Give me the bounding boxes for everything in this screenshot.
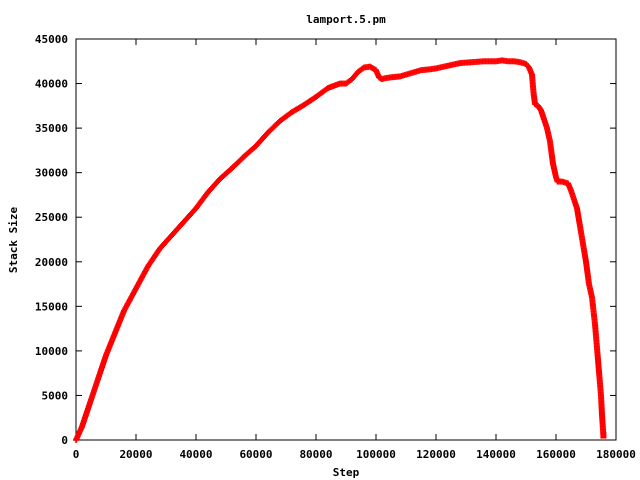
chart-title: lamport.5.pm [306, 13, 386, 26]
ticks: 0 20000 40000 60000 80000 100000 120000 140000 1… [35, 33, 636, 461]
x-tick-label: 0 [73, 448, 80, 461]
y-tick-label: 45000 [35, 33, 68, 46]
x-tick-label: 180000 [596, 448, 636, 461]
y-tick-label: 40000 [35, 78, 68, 91]
x-tick-label: 100000 [356, 448, 396, 461]
data-points [73, 57, 607, 443]
y-tick-label: 20000 [35, 256, 68, 269]
x-tick-label: 160000 [536, 448, 576, 461]
x-tick-label: 20000 [119, 448, 152, 461]
axes [75, 38, 617, 441]
y-tick-label: 35000 [35, 122, 68, 135]
y-tick-label: 15000 [35, 300, 68, 313]
y-tick-label: 5000 [42, 389, 69, 402]
data-point [600, 432, 607, 439]
y-tick-label: 0 [61, 434, 68, 447]
y-tick-label: 30000 [35, 167, 68, 180]
y-tick-label: 25000 [35, 211, 68, 224]
y-tick-label: 10000 [35, 345, 68, 358]
x-tick-label: 80000 [299, 448, 332, 461]
x-axis-label: Step [333, 466, 360, 479]
x-tick-label: 140000 [476, 448, 516, 461]
x-tick-label: 60000 [239, 448, 272, 461]
plot-frame [75, 38, 617, 441]
x-tick-label: 40000 [179, 448, 212, 461]
x-tick-label: 120000 [416, 448, 456, 461]
y-axis-label: Stack Size [7, 207, 20, 274]
